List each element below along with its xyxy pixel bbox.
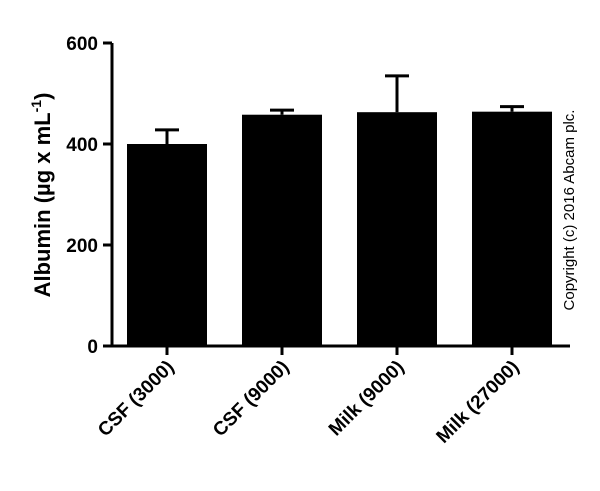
x-tick-label: Milk (27000) — [433, 357, 524, 448]
bar — [242, 114, 322, 347]
y-axis-label-mu: µ — [30, 183, 55, 196]
y-axis-label-main: Albumin ( — [30, 195, 55, 297]
y-tick-label: 600 — [66, 34, 98, 55]
bars — [127, 111, 552, 347]
copyright-annotation: Copyright (c) 2016 Abcam plc. — [561, 110, 578, 311]
bar — [357, 112, 437, 346]
x-tick-label: CSF (9000) — [209, 357, 293, 441]
bar — [127, 144, 207, 346]
y-axis-label: Albumin (µg x mL-1) — [28, 93, 55, 298]
x-ticks: CSF (3000) CSF (9000) Milk (9000) Milk (270… — [94, 346, 524, 448]
error-bars — [155, 74, 524, 144]
y-axis-label-unit: g x mL — [30, 112, 55, 183]
y-tick-label: 200 — [66, 236, 98, 257]
bar — [472, 111, 552, 347]
y-axis-label-close: ) — [30, 93, 55, 100]
y-ticks: 0 200 400 600 — [66, 34, 112, 358]
y-axis-label-superscript: -1 — [28, 100, 44, 113]
x-tick-label: CSF (3000) — [94, 357, 178, 441]
x-tick-label: Milk (9000) — [325, 357, 409, 441]
y-tick-label: 0 — [87, 337, 98, 358]
y-tick-label: 400 — [66, 135, 98, 156]
